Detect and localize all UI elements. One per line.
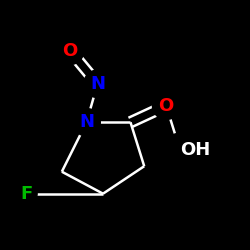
Circle shape	[164, 133, 196, 166]
Text: OH: OH	[180, 141, 210, 159]
Text: O: O	[158, 97, 174, 115]
Text: F: F	[20, 185, 32, 203]
Text: N: N	[79, 113, 94, 131]
Circle shape	[15, 183, 37, 205]
Circle shape	[152, 92, 180, 120]
Text: O: O	[62, 42, 78, 60]
Circle shape	[84, 70, 111, 98]
Circle shape	[73, 108, 100, 136]
Circle shape	[56, 37, 84, 64]
Text: N: N	[90, 75, 105, 93]
